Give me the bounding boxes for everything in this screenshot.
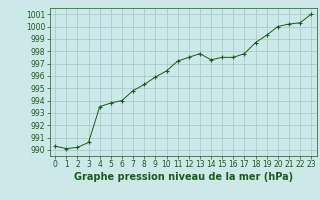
X-axis label: Graphe pression niveau de la mer (hPa): Graphe pression niveau de la mer (hPa) (74, 172, 293, 182)
